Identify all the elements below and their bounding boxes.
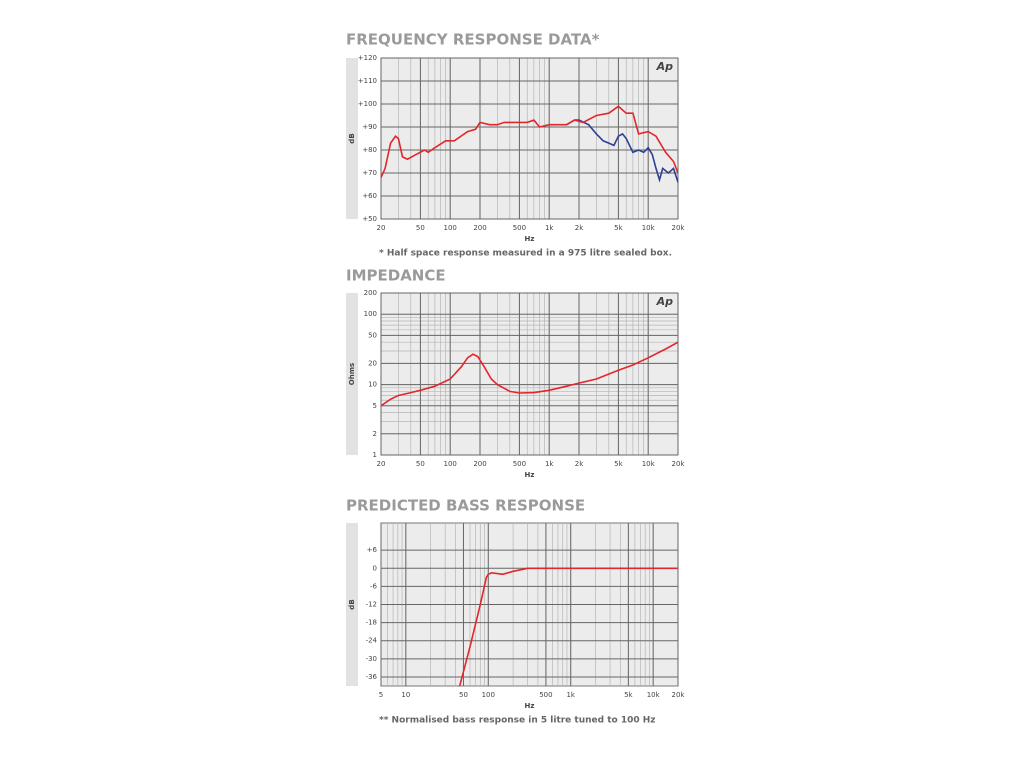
x-tick-label: 1k — [545, 460, 554, 468]
x-tick-label: 500 — [513, 460, 526, 468]
y-tick-label: -18 — [366, 619, 377, 627]
x-tick-label: 100 — [444, 224, 457, 232]
x-tick-label: 20k — [672, 691, 686, 699]
y-tick-label: 10 — [368, 381, 377, 389]
plot-area — [380, 57, 679, 220]
y-tick-label: +90 — [362, 123, 377, 131]
x-tick-label: 2k — [575, 460, 584, 468]
x-tick-label: 5 — [379, 691, 383, 699]
x-tick-label: 100 — [482, 691, 495, 699]
x-tick-label: 5k — [614, 224, 623, 232]
x-tick-label: 1k — [566, 691, 575, 699]
data-line — [566, 119, 678, 183]
x-tick-label: 100 — [444, 460, 457, 468]
y-tick-label: 0 — [373, 564, 377, 572]
y-axis-label: dB — [348, 133, 356, 143]
x-tick-label: 50 — [416, 224, 425, 232]
y-axis-strip — [346, 293, 358, 455]
y-axis-strip — [346, 58, 358, 219]
y-tick-label: -36 — [366, 673, 378, 681]
x-tick-label: 5k — [624, 691, 633, 699]
x-tick-label: 20 — [377, 224, 386, 232]
x-tick-label: 50 — [459, 691, 468, 699]
x-tick-label: 2k — [575, 224, 584, 232]
x-tick-label: 50 — [416, 460, 425, 468]
y-tick-label: -30 — [366, 655, 377, 663]
y-tick-label: 1 — [373, 451, 377, 459]
data-line — [381, 341, 678, 407]
x-tick-label: 10k — [642, 224, 656, 232]
x-tick-label: 200 — [473, 224, 486, 232]
x-axis-label: Hz — [525, 471, 535, 479]
y-axis-label: dB — [348, 599, 356, 609]
plot-area — [380, 292, 679, 456]
x-tick-label: 500 — [539, 691, 552, 699]
x-tick-label: 10 — [401, 691, 410, 699]
logo: Ap — [656, 295, 674, 308]
y-tick-label: +50 — [362, 215, 377, 223]
logo: Ap — [656, 60, 674, 73]
data-line — [458, 567, 678, 686]
y-tick-label: 50 — [368, 331, 377, 339]
chart-title: FREQUENCY RESPONSE DATA* — [346, 31, 600, 49]
y-tick-label: +120 — [358, 54, 377, 62]
x-tick-label: 500 — [513, 224, 526, 232]
footnote: * Half space response measured in a 975 … — [379, 249, 672, 259]
y-tick-label: +110 — [358, 77, 377, 85]
y-tick-label: -6 — [370, 582, 378, 590]
x-axis-label: Hz — [525, 235, 535, 243]
x-tick-label: 20k — [672, 460, 686, 468]
x-tick-label: 200 — [473, 460, 486, 468]
y-tick-label: 2 — [373, 430, 377, 438]
y-tick-label: 200 — [364, 289, 377, 297]
y-tick-label: +70 — [362, 169, 377, 177]
y-axis-label: Ohms — [348, 363, 356, 385]
y-tick-label: 5 — [373, 402, 377, 410]
y-tick-label: +80 — [362, 146, 377, 154]
y-tick-label: +100 — [358, 100, 377, 108]
chart-title: PREDICTED BASS RESPONSE — [346, 497, 585, 515]
y-tick-label: +6 — [367, 546, 378, 554]
y-tick-label: -24 — [366, 637, 378, 645]
y-axis-strip — [346, 523, 358, 686]
y-tick-label: +60 — [362, 192, 377, 200]
data-line — [381, 105, 678, 178]
x-tick-label: 20k — [672, 224, 686, 232]
x-tick-label: 10k — [642, 460, 656, 468]
x-tick-label: 1k — [545, 224, 554, 232]
x-tick-label: 10k — [647, 691, 661, 699]
chart-title: IMPEDANCE — [346, 267, 446, 285]
footnote: ** Normalised bass response in 5 litre t… — [379, 716, 656, 726]
y-tick-label: -12 — [366, 601, 377, 609]
y-tick-label: 100 — [364, 310, 377, 318]
x-tick-label: 20 — [377, 460, 386, 468]
x-tick-label: 5k — [614, 460, 623, 468]
y-tick-label: 20 — [368, 359, 377, 367]
x-axis-label: Hz — [525, 702, 535, 710]
